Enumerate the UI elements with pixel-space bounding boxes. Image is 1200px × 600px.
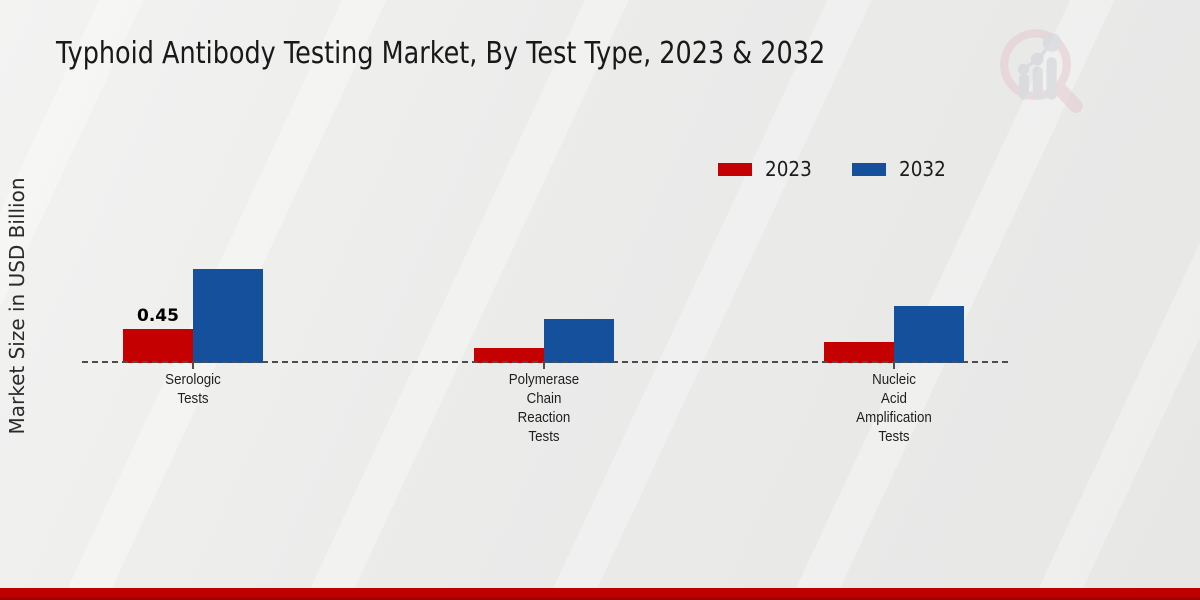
category-label-polymerase-chain-reaction-tests: Polymerase Chain Reaction Tests xyxy=(508,372,580,445)
legend-label-2023: 2023 xyxy=(765,157,812,181)
chart-title: Typhoid Antibody Testing Market, By Test… xyxy=(56,36,826,71)
bar-2023-polymerase-chain-reaction-tests xyxy=(474,348,544,363)
bar-2032-nucleic-acid-amplification-tests xyxy=(894,306,964,363)
baseline-dashed-line xyxy=(82,361,1008,363)
legend-item-2023: 2023 xyxy=(718,157,816,181)
axis-tick xyxy=(192,363,194,369)
legend-swatch-2023 xyxy=(718,162,752,176)
footer-accent-bar xyxy=(0,588,1200,600)
category-label-serologic-tests: Serologic Tests xyxy=(165,372,221,407)
axis-tick xyxy=(893,363,895,369)
legend-item-2032: 2032 xyxy=(851,157,950,181)
bar-2032-polymerase-chain-reaction-tests xyxy=(544,319,614,363)
legend-label-2032: 2032 xyxy=(898,157,946,181)
axis-tick xyxy=(543,363,545,369)
legend-swatch-2032 xyxy=(851,162,886,176)
category-label-nucleic-acid-amplification-tests: Nucleic Acid Amplification Tests xyxy=(856,372,932,445)
bar-2032-serologic-tests xyxy=(193,269,263,363)
brand-watermark-logo-icon xyxy=(1000,29,1083,113)
bar-2023-nucleic-acid-amplification-tests xyxy=(824,342,894,363)
legend: 2023 2032 xyxy=(718,157,950,181)
data-label-2023-serologic-tests: 0.45 xyxy=(137,306,179,326)
bar-2023-serologic-tests xyxy=(123,329,193,363)
